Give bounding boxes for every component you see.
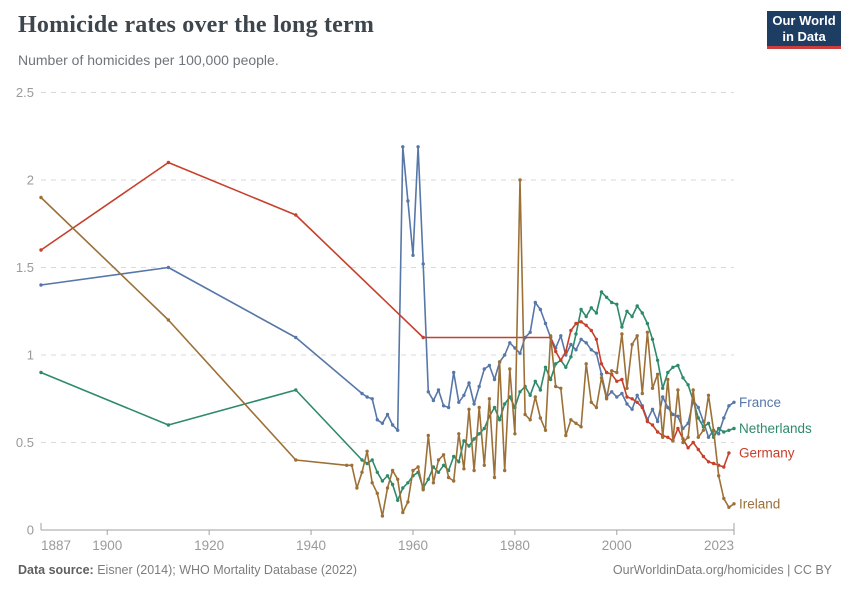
data-source-text: Eisner (2014); WHO Mortality Database (2… <box>93 563 358 577</box>
x-axis-tick-labels: 1887 1900 1920 1940 1960 1980 2000 2023 <box>41 538 734 553</box>
series-line-netherlands <box>40 291 735 502</box>
svg-text:1900: 1900 <box>92 538 122 553</box>
svg-text:2.5: 2.5 <box>16 85 34 100</box>
series-points-france <box>39 145 736 439</box>
svg-text:1887: 1887 <box>41 538 71 553</box>
svg-text:0: 0 <box>27 523 34 538</box>
svg-text:1920: 1920 <box>194 538 224 553</box>
series-points-ireland <box>39 178 736 518</box>
owid-logo-line2: in Data <box>782 29 826 44</box>
data-source-label: Data source: <box>18 563 94 577</box>
owid-logo[interactable]: Our World in Data <box>767 11 841 49</box>
series-points-germany <box>39 160 731 469</box>
series-label-germany[interactable]: Germany <box>739 446 795 461</box>
svg-text:2: 2 <box>27 173 34 188</box>
data-source-note: Data source: Eisner (2014); WHO Mortalit… <box>18 563 357 577</box>
gridlines <box>41 92 734 443</box>
license-credit[interactable]: OurWorldinData.org/homicides | CC BY <box>612 563 832 577</box>
svg-text:1: 1 <box>27 348 34 363</box>
svg-text:0.5: 0.5 <box>16 435 34 450</box>
svg-text:2023: 2023 <box>704 538 734 553</box>
svg-text:1940: 1940 <box>296 538 326 553</box>
series-line-germany <box>40 161 730 468</box>
series-france: France <box>39 145 781 439</box>
series-label-france[interactable]: France <box>739 395 781 410</box>
series-ireland: Ireland <box>39 178 780 518</box>
svg-text:1960: 1960 <box>398 538 428 553</box>
svg-text:1.5: 1.5 <box>16 260 34 275</box>
series-points-netherlands <box>39 290 736 502</box>
series-line-ireland <box>40 179 735 517</box>
svg-text:1980: 1980 <box>500 538 530 553</box>
series-line-france <box>40 146 735 439</box>
page-title: Homicide rates over the long term <box>18 12 375 38</box>
chart-subtitle: Number of homicides per 100,000 people. <box>18 52 279 68</box>
svg-text:2000: 2000 <box>602 538 632 553</box>
y-axis-tick-labels: 0 0.5 1 1.5 2 2.5 <box>16 85 34 538</box>
owid-logo-line1: Our World <box>772 13 836 28</box>
x-axis <box>40 523 735 535</box>
series-label-netherlands[interactable]: Netherlands <box>739 421 812 436</box>
series-label-ireland[interactable]: Ireland <box>739 496 780 511</box>
